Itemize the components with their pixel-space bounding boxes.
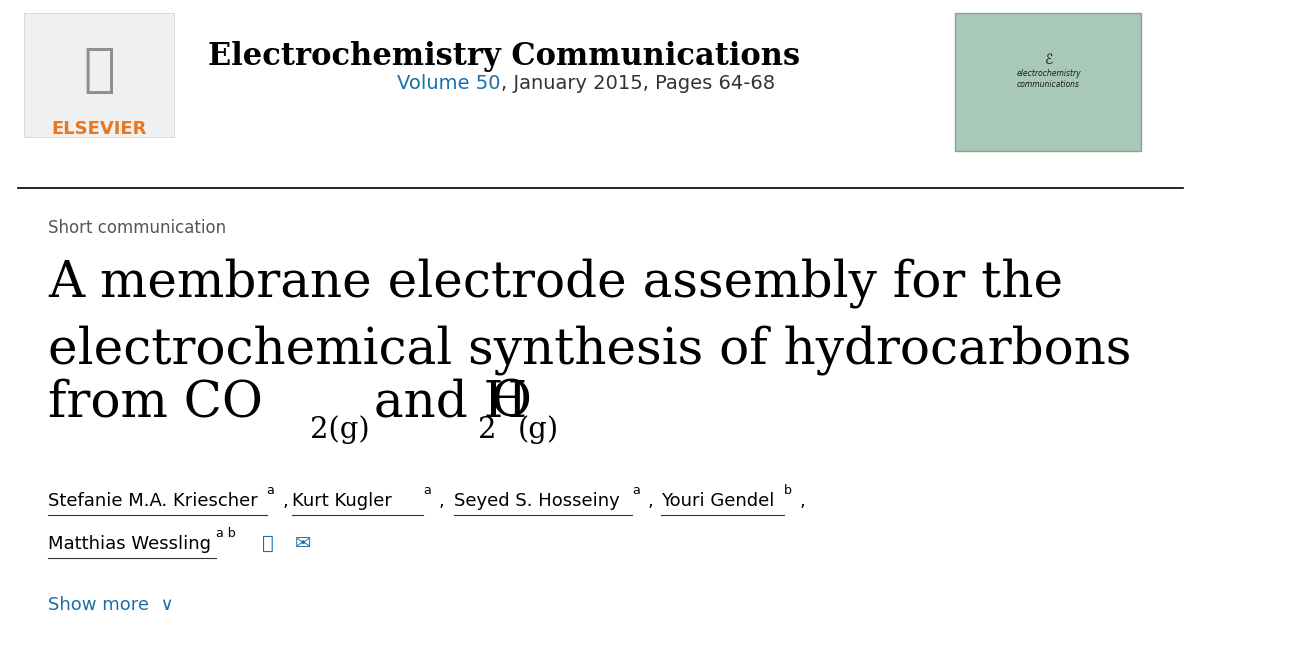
Text: ,: , — [282, 492, 288, 510]
Text: a b: a b — [216, 527, 236, 540]
Text: ELSEVIER: ELSEVIER — [51, 120, 147, 137]
Text: Kurt Kugler: Kurt Kugler — [292, 492, 392, 510]
Text: 🌲: 🌲 — [84, 44, 115, 96]
Text: Youri Gendel: Youri Gendel — [660, 492, 774, 510]
Text: ℰ: ℰ — [1044, 54, 1053, 67]
Text: and H: and H — [358, 379, 527, 427]
Text: , January 2015, Pages 64-68: , January 2015, Pages 64-68 — [500, 74, 776, 93]
Text: Seyed S. Hosseiny: Seyed S. Hosseiny — [455, 492, 620, 510]
Text: ,: , — [800, 492, 806, 510]
Text: b: b — [785, 484, 793, 496]
Text: (g): (g) — [517, 415, 559, 444]
Text: Short communication: Short communication — [48, 219, 227, 237]
Text: ,: , — [439, 492, 444, 510]
Text: ,: , — [647, 492, 654, 510]
Text: communications: communications — [1017, 80, 1081, 89]
Text: a: a — [267, 484, 274, 496]
Text: Electrochemistry Communications: Electrochemistry Communications — [208, 42, 800, 72]
Text: a: a — [423, 484, 431, 496]
Text: ✉: ✉ — [295, 535, 310, 553]
Text: electrochemistry: electrochemistry — [1017, 69, 1081, 78]
Text: Matthias Wessling: Matthias Wessling — [48, 535, 211, 553]
Text: 👤: 👤 — [262, 535, 274, 553]
Text: Show more  ∨: Show more ∨ — [48, 596, 174, 614]
Text: Volume 50: Volume 50 — [397, 74, 500, 93]
Text: O: O — [490, 379, 531, 427]
Text: a: a — [631, 484, 639, 496]
Text: 2: 2 — [478, 416, 496, 444]
Text: from CO: from CO — [48, 379, 263, 427]
Text: A membrane electrode assembly for the: A membrane electrode assembly for the — [48, 258, 1064, 308]
FancyBboxPatch shape — [955, 13, 1141, 151]
Text: electrochemical synthesis of hydrocarbons: electrochemical synthesis of hydrocarbon… — [48, 325, 1132, 375]
Text: 2(g): 2(g) — [310, 415, 369, 444]
Text: Stefanie M.A. Kriescher: Stefanie M.A. Kriescher — [48, 492, 258, 510]
FancyBboxPatch shape — [24, 13, 174, 137]
